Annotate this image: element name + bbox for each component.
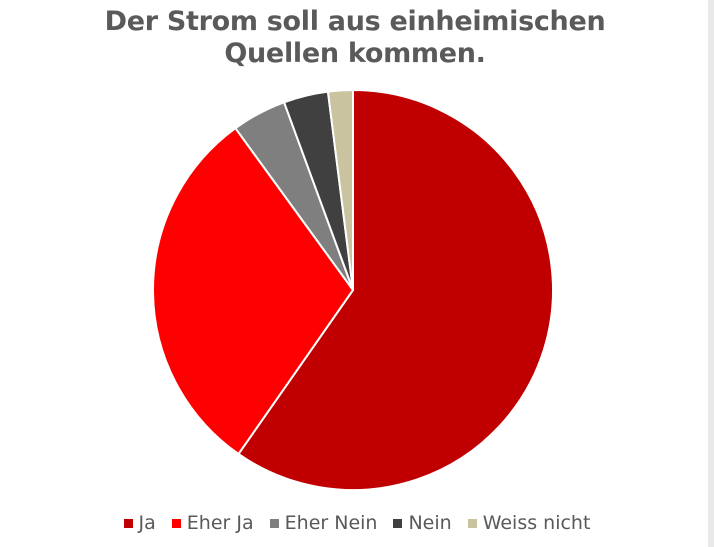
- legend-swatch-weiss-nicht: [467, 518, 477, 528]
- legend-item-ja: Ja: [123, 512, 156, 534]
- pie-slice-weiss-nicht: [326, 89, 354, 291]
- right-edge-divider: [708, 0, 714, 547]
- legend-label-ja: Ja: [138, 512, 156, 534]
- legend-label-weiss-nicht: Weiss nicht: [482, 512, 591, 534]
- legend-swatch-ja: [123, 518, 133, 528]
- legend-item-eher-nein: Eher Nein: [269, 512, 378, 534]
- pie-slice-eher-ja: [152, 127, 354, 455]
- legend-item-eher-ja: Eher Ja: [171, 512, 254, 534]
- legend-item-nein: Nein: [393, 512, 452, 534]
- legend-swatch-eher-nein: [269, 518, 279, 528]
- legend-label-eher-nein: Eher Nein: [284, 512, 378, 534]
- chart-legend: Ja Eher Ja Eher Nein Nein Weiss nicht: [0, 508, 714, 538]
- legend-label-nein: Nein: [408, 512, 452, 534]
- chart-title: Der Strom soll aus einheimischen Quellen…: [60, 6, 650, 70]
- legend-item-weiss-nicht: Weiss nicht: [467, 512, 591, 534]
- chart-title-line-2: Quellen kommen.: [224, 38, 486, 69]
- legend-swatch-nein: [393, 518, 403, 528]
- legend-label-eher-ja: Eher Ja: [186, 512, 254, 534]
- legend-swatch-eher-ja: [171, 518, 181, 528]
- pie-slice-ja: [237, 89, 554, 491]
- chart-title-line-1: Der Strom soll aus einheimischen: [104, 6, 606, 37]
